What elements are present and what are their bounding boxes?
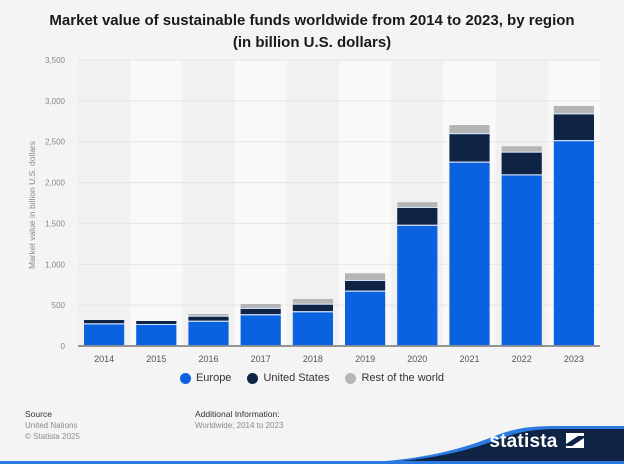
bar-united-states-2020[interactable] bbox=[397, 207, 438, 225]
bar-united-states-2016[interactable] bbox=[188, 316, 229, 321]
x-tick-label: 2017 bbox=[251, 354, 271, 364]
bar-europe-2021[interactable] bbox=[449, 162, 490, 345]
bar-stack-2023[interactable] bbox=[553, 105, 594, 346]
bar-united-states-2022[interactable] bbox=[501, 152, 542, 175]
bar-europe-2022[interactable] bbox=[501, 175, 542, 345]
y-tick-label: 3,000 bbox=[45, 97, 66, 106]
x-tick-label: 2018 bbox=[303, 354, 323, 364]
bar-stack-2015[interactable] bbox=[136, 320, 177, 346]
bar-rest-of-the-world-2019[interactable] bbox=[345, 273, 386, 280]
y-tick-label: 2,000 bbox=[45, 179, 66, 188]
bar-rest-of-the-world-2020[interactable] bbox=[397, 202, 438, 207]
legend-dot-europe bbox=[179, 372, 191, 384]
bar-united-states-2014[interactable] bbox=[84, 320, 125, 324]
legend-item-rest-of-world[interactable]: Rest of the world bbox=[345, 372, 444, 384]
y-axis-label: Market value in billion U.S. dollars bbox=[27, 141, 37, 269]
column-band bbox=[286, 60, 339, 346]
bar-europe-2019[interactable] bbox=[345, 291, 386, 345]
source-line[interactable]: United Nations bbox=[25, 421, 78, 430]
x-tick-label: 2023 bbox=[564, 354, 584, 364]
y-tick-label: 3,500 bbox=[45, 56, 66, 65]
bar-stack-2022[interactable] bbox=[501, 146, 542, 346]
bar-rest-of-the-world-2023[interactable] bbox=[553, 105, 594, 114]
bars bbox=[84, 105, 594, 346]
x-tick-label: 2015 bbox=[146, 354, 166, 364]
x-tick-label: 2021 bbox=[459, 354, 479, 364]
statista-logo[interactable]: statista bbox=[489, 431, 584, 453]
x-tick-label: 2019 bbox=[355, 354, 375, 364]
bar-stack-2018[interactable] bbox=[292, 299, 333, 346]
bar-united-states-2021[interactable] bbox=[449, 134, 490, 162]
bar-rest-of-the-world-2022[interactable] bbox=[501, 146, 542, 152]
bar-europe-2015[interactable] bbox=[136, 324, 177, 345]
legend-dot-rest-of-world bbox=[345, 372, 357, 384]
column-band bbox=[78, 60, 131, 346]
statista-logo-icon bbox=[566, 433, 584, 448]
bar-stack-2021[interactable] bbox=[449, 125, 490, 346]
x-tick-labels: 2014 2015 2016 2017 2018 2019 2020 2021 2022 2023 bbox=[94, 354, 584, 364]
legend: Europe United States Rest of the world bbox=[0, 372, 624, 384]
bar-stack-2017[interactable] bbox=[240, 303, 281, 346]
bar-rest-of-the-world-2021[interactable] bbox=[449, 125, 490, 134]
y-tick-label: 0 bbox=[61, 342, 66, 351]
source-block: Source United Nations © Statista 2025 bbox=[25, 409, 80, 442]
y-tick-labels: 0 500 1,000 1,500 2,000 2,500 3,000 3,500 bbox=[45, 56, 66, 351]
bar-stack-2016[interactable] bbox=[188, 313, 229, 346]
bar-stack-2014[interactable] bbox=[84, 320, 125, 346]
chart-title: Market value of sustainable funds worldw… bbox=[49, 12, 575, 51]
bar-united-states-2018[interactable] bbox=[292, 304, 333, 312]
copyright: © Statista 2025 bbox=[25, 432, 80, 441]
column-band bbox=[234, 60, 287, 346]
additional-info-text: Worldwide; 2014 to 2023 bbox=[195, 421, 284, 430]
legend-label: Europe bbox=[195, 372, 232, 384]
bar-united-states-2017[interactable] bbox=[240, 308, 281, 315]
legend-item-united-states[interactable]: United States bbox=[247, 372, 329, 384]
bar-stack-2020[interactable] bbox=[397, 202, 438, 346]
bar-europe-2014[interactable] bbox=[84, 324, 125, 345]
bar-rest-of-the-world-2017[interactable] bbox=[240, 303, 281, 308]
y-tick-label: 1,000 bbox=[45, 260, 66, 269]
x-tick-label: 2022 bbox=[512, 354, 532, 364]
additional-info-block: Additional Information: Worldwide; 2014 … bbox=[195, 409, 283, 431]
bar-stack-2019[interactable] bbox=[345, 273, 386, 346]
legend-label: United States bbox=[263, 372, 330, 384]
legend-item-europe[interactable]: Europe bbox=[179, 372, 232, 384]
column-band bbox=[182, 60, 235, 346]
x-tick-label: 2014 bbox=[94, 354, 114, 364]
source-heading: Source bbox=[25, 409, 52, 419]
column-band bbox=[130, 60, 183, 346]
bar-europe-2020[interactable] bbox=[397, 225, 438, 345]
legend-label: Rest of the world bbox=[361, 372, 445, 384]
y-tick-label: 2,500 bbox=[45, 138, 66, 147]
bar-europe-2017[interactable] bbox=[240, 315, 281, 345]
bar-united-states-2019[interactable] bbox=[345, 280, 386, 291]
y-tick-label: 500 bbox=[52, 301, 66, 310]
x-tick-label: 2020 bbox=[407, 354, 427, 364]
brand-banner bbox=[0, 426, 624, 464]
bar-united-states-2015[interactable] bbox=[136, 320, 177, 324]
bar-united-states-2023[interactable] bbox=[553, 114, 594, 141]
legend-dot-united-states bbox=[247, 372, 259, 384]
bar-europe-2023[interactable] bbox=[553, 141, 594, 345]
bar-rest-of-the-world-2016[interactable] bbox=[188, 313, 229, 316]
bar-europe-2016[interactable] bbox=[188, 321, 229, 345]
brand-name: statista bbox=[489, 431, 558, 452]
y-tick-label: 1,500 bbox=[45, 219, 66, 228]
bar-rest-of-the-world-2018[interactable] bbox=[292, 299, 333, 304]
x-tick-label: 2016 bbox=[198, 354, 218, 364]
bar-europe-2018[interactable] bbox=[292, 312, 333, 345]
additional-info-heading: Additional Information: bbox=[195, 409, 280, 419]
